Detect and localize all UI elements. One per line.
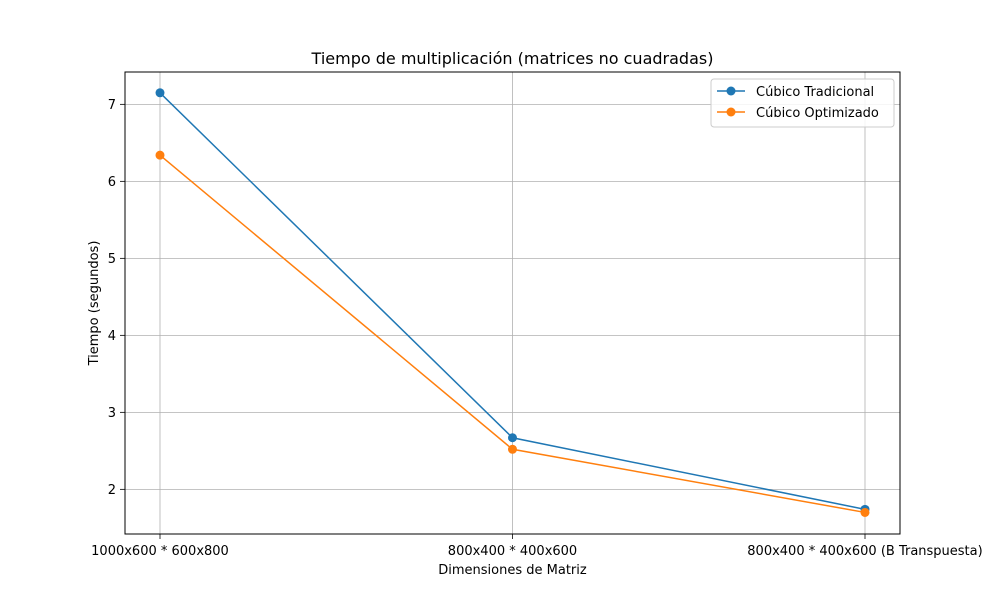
chart-title: Tiempo de multiplicación (matrices no cu…	[311, 49, 714, 68]
data-point	[508, 444, 517, 454]
y-tick-label: 3	[108, 406, 116, 421]
x-tick-label: 800x400 * 400x600	[448, 544, 577, 559]
legend-label: Cúbico Tradicional	[756, 85, 874, 100]
x-tick-label: 1000x600 * 600x800	[91, 544, 229, 559]
y-tick-label: 5	[108, 252, 116, 267]
plot-frame	[124, 71, 901, 535]
legend-label: Cúbico Optimizado	[756, 106, 879, 121]
data-point	[508, 433, 517, 443]
y-tick-label: 4	[108, 329, 116, 344]
y-axis-label: Tiempo (segundos)	[87, 241, 102, 367]
data-point	[155, 150, 165, 160]
legend: Cúbico Tradicional Cúbico Optimizado	[710, 78, 895, 128]
series-lines	[155, 88, 870, 517]
data-point	[155, 88, 165, 98]
x-tick-label: 800x400 * 400x600 (B Transpuesta)	[747, 544, 982, 559]
axis-ticks: 1000x600 * 600x800 800x400 * 400x600 800x4…	[91, 98, 983, 559]
legend-swatch-marker	[726, 107, 736, 117]
x-axis-label: Dimensiones de Matriz	[438, 563, 587, 578]
data-point	[860, 507, 870, 517]
legend-box	[710, 78, 895, 128]
y-tick-label: 2	[108, 483, 116, 498]
y-tick-label: 6	[108, 175, 116, 190]
legend-swatch-marker	[726, 86, 736, 96]
y-tick-label: 7	[108, 98, 116, 113]
